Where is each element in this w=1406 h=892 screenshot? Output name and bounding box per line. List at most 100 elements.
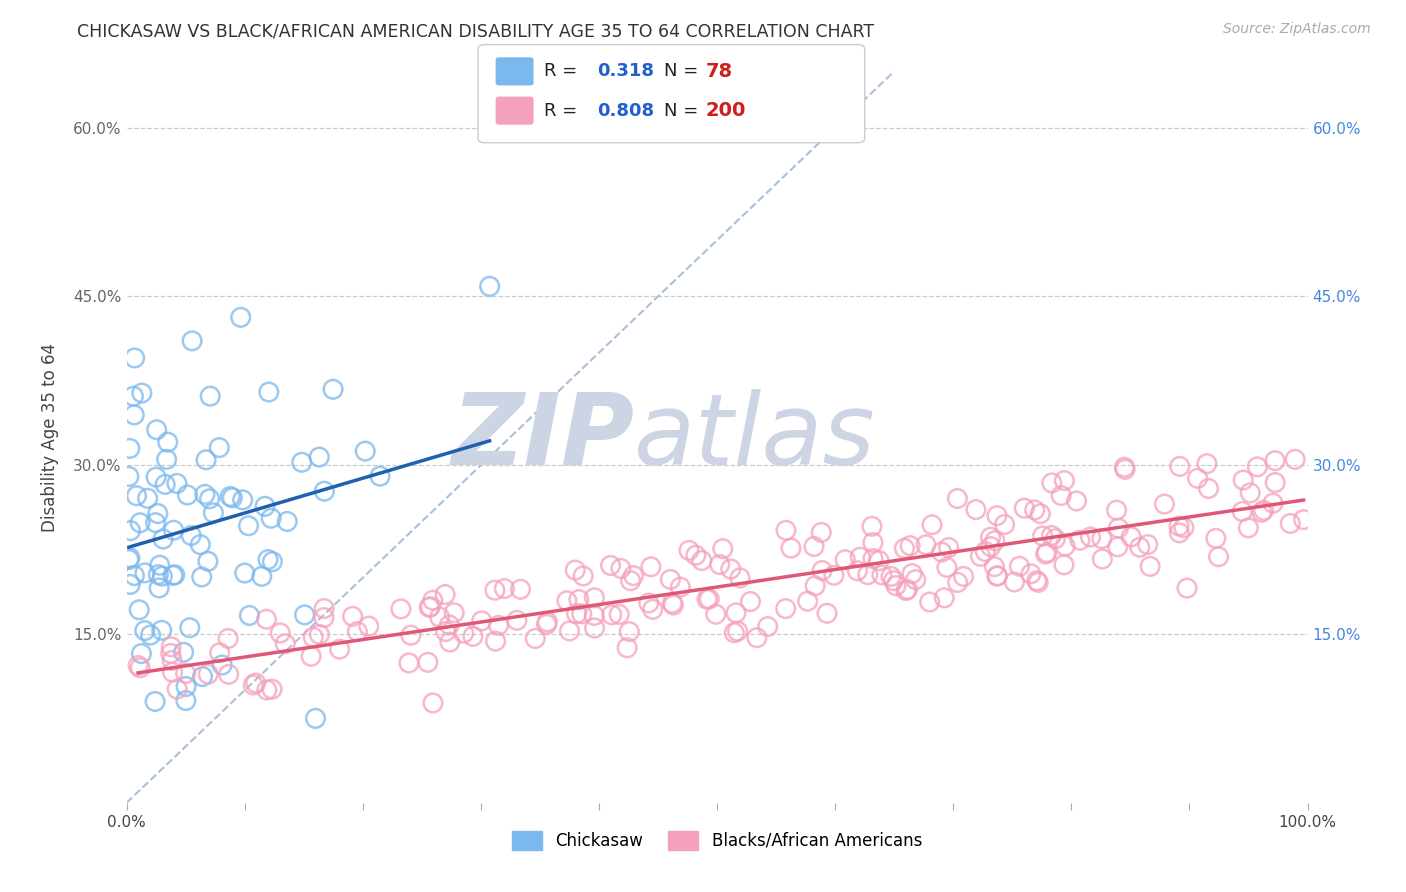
Text: N =: N =: [664, 102, 703, 120]
Point: [443, 606, 465, 620]
Point: [1040, 528, 1063, 542]
Point: [720, 562, 742, 576]
Point: [904, 573, 927, 587]
Point: [1107, 540, 1129, 554]
Point: [986, 568, 1008, 582]
Point: [478, 279, 501, 293]
Point: [238, 608, 260, 623]
Point: [1054, 539, 1077, 553]
Point: [637, 596, 659, 610]
Point: [983, 559, 1005, 574]
Point: [583, 591, 606, 605]
Point: [993, 517, 1015, 532]
Text: 0.318: 0.318: [598, 62, 655, 80]
Point: [600, 607, 623, 622]
Point: [1292, 513, 1315, 527]
Point: [262, 555, 284, 569]
Point: [1195, 457, 1218, 471]
Point: [166, 682, 188, 697]
Point: [1284, 452, 1306, 467]
Point: [640, 559, 662, 574]
Point: [181, 334, 204, 348]
Point: [883, 574, 905, 588]
Point: [846, 564, 869, 578]
Point: [709, 558, 731, 572]
Point: [197, 667, 219, 681]
Point: [775, 524, 797, 538]
Point: [690, 553, 713, 567]
Point: [1208, 549, 1230, 564]
Point: [145, 516, 167, 530]
Point: [811, 564, 834, 578]
Point: [1107, 521, 1129, 535]
Point: [952, 569, 974, 583]
Point: [565, 607, 588, 621]
Point: [276, 515, 298, 529]
Point: [1105, 503, 1128, 517]
Point: [150, 624, 173, 638]
Point: [294, 607, 316, 622]
Point: [1114, 462, 1136, 476]
Point: [1264, 475, 1286, 490]
Point: [162, 665, 184, 680]
Point: [1053, 474, 1076, 488]
Point: [342, 609, 364, 624]
Point: [439, 635, 461, 649]
Point: [453, 626, 475, 640]
Point: [1173, 520, 1195, 534]
Point: [810, 525, 832, 540]
Point: [804, 579, 827, 593]
Point: [880, 569, 903, 583]
Point: [697, 591, 720, 606]
Point: [156, 452, 179, 467]
Point: [145, 423, 167, 437]
Point: [1187, 471, 1209, 485]
Point: [354, 444, 377, 458]
Point: [524, 632, 547, 646]
Point: [229, 310, 252, 325]
Point: [1136, 537, 1159, 551]
Point: [302, 630, 325, 644]
Point: [1175, 581, 1198, 595]
Point: [484, 634, 506, 648]
Point: [583, 621, 606, 635]
Text: R =: R =: [544, 62, 583, 80]
Point: [304, 711, 326, 725]
Point: [120, 577, 142, 591]
Point: [1168, 459, 1191, 474]
Point: [974, 544, 997, 558]
Point: [329, 642, 352, 657]
Point: [898, 539, 921, 553]
Point: [162, 568, 184, 582]
Point: [1246, 459, 1268, 474]
Point: [1053, 558, 1076, 572]
Point: [862, 535, 884, 549]
Point: [136, 491, 159, 506]
Point: [416, 656, 439, 670]
Point: [1279, 516, 1302, 531]
Text: ZIP: ZIP: [451, 389, 634, 485]
Point: [696, 592, 718, 607]
Point: [242, 678, 264, 692]
Point: [208, 646, 231, 660]
Point: [253, 500, 276, 514]
Point: [198, 491, 221, 506]
Point: [918, 595, 941, 609]
Point: [257, 552, 280, 566]
Point: [509, 582, 531, 597]
Point: [174, 680, 197, 694]
Point: [1114, 460, 1136, 475]
Point: [669, 580, 692, 594]
Point: [398, 656, 420, 670]
Point: [946, 491, 969, 506]
Point: [1069, 533, 1091, 548]
Point: [728, 571, 751, 585]
Point: [125, 489, 148, 503]
Point: [1232, 473, 1254, 487]
Point: [986, 508, 1008, 523]
Point: [429, 610, 451, 624]
Point: [219, 490, 242, 504]
Point: [659, 573, 682, 587]
Point: [571, 607, 593, 621]
Point: [1139, 559, 1161, 574]
